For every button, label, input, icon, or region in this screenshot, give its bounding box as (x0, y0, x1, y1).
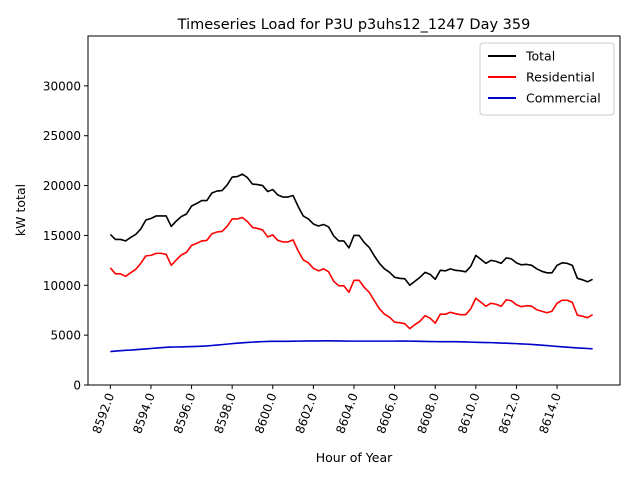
chart-title: Timeseries Load for P3U p3uhs12_1247 Day… (177, 17, 531, 33)
x-axis-ticks: 8592.0 8594.0 8596.0 8598.0 8600.0 8602.0 8604… (90, 385, 564, 435)
series-line-commercial (110, 340, 593, 353)
series-line-total (109, 173, 593, 287)
x-tick-label: 8612.0 (496, 391, 524, 435)
x-tick-label: 8596.0 (171, 391, 199, 435)
y-tick-label: 0 (73, 379, 81, 393)
x-tick-label: 8602.0 (293, 391, 321, 435)
y-tick-label: 30000 (43, 79, 81, 93)
x-tick-label: 8606.0 (374, 391, 402, 435)
x-tick-label: 8598.0 (211, 391, 239, 435)
y-tick-label: 10000 (43, 279, 81, 293)
x-tick-label: 8608.0 (415, 391, 443, 435)
legend-label-residential: Residential (526, 70, 595, 85)
y-axis-label: kW total (13, 184, 28, 236)
x-tick-label: 8614.0 (536, 391, 564, 435)
series-layer (109, 173, 593, 353)
legend-label-commercial: Commercial (526, 91, 601, 106)
y-axis-ticks: 0 5000 10000 15000 20000 25000 30000 (43, 79, 88, 393)
x-tick-label: 8604.0 (333, 391, 361, 435)
x-tick-label: 8600.0 (252, 391, 280, 435)
y-tick-label: 25000 (43, 129, 81, 143)
legend-label-total: Total (525, 49, 555, 64)
legend: Total Residential Commercial (479, 42, 615, 116)
series-line-residential (109, 216, 593, 330)
x-tick-label: 8592.0 (90, 391, 118, 435)
y-tick-label: 20000 (43, 179, 81, 193)
x-tick-label: 8594.0 (130, 391, 158, 435)
x-tick-label: 8610.0 (455, 391, 483, 435)
y-tick-label: 15000 (43, 229, 81, 243)
x-axis-label: Hour of Year (316, 450, 393, 465)
y-tick-label: 5000 (50, 329, 81, 343)
